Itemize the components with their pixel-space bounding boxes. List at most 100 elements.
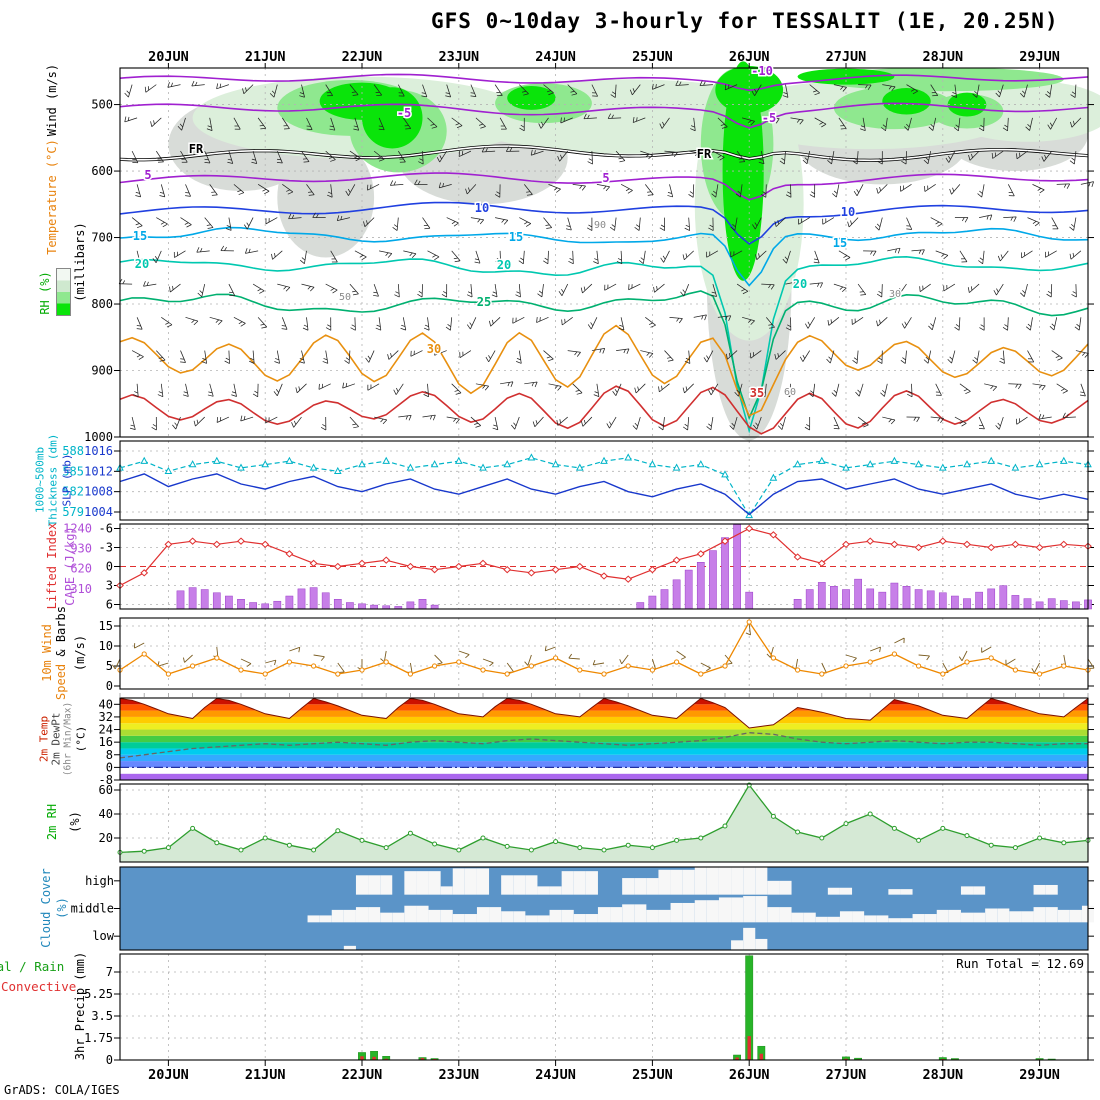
cloud-bar-middle — [380, 912, 393, 923]
wind-barb — [204, 162, 211, 164]
cloud-row-label: high — [85, 874, 114, 888]
wind-speed-marker — [165, 671, 171, 677]
wind-barb — [1038, 416, 1052, 420]
wind-barb — [918, 249, 922, 254]
rh-marker — [867, 811, 873, 817]
cloud-bar-high — [634, 878, 647, 895]
rh-marker — [553, 839, 559, 845]
wind-barb — [761, 194, 767, 198]
wind-speed-marker — [722, 663, 728, 669]
wind-barb — [395, 291, 400, 294]
cloud-bar-high — [670, 869, 683, 895]
wind-barb — [930, 124, 934, 128]
wind-barb — [259, 290, 265, 294]
lifted-index-marker — [333, 562, 342, 571]
wind-speed-marker — [214, 655, 220, 661]
surface-wind-barb — [769, 646, 774, 658]
wind-barb — [618, 157, 623, 160]
wind-barb — [1027, 350, 1035, 363]
wind-barb — [952, 92, 957, 95]
cloud-bar-middle — [743, 896, 756, 923]
wind-barb — [499, 117, 507, 130]
wind-barb — [342, 382, 345, 389]
wind-barb — [430, 123, 435, 126]
wind-barb — [246, 217, 254, 230]
wind-barb — [167, 81, 170, 88]
wind-barb — [785, 84, 789, 98]
wind-barb — [466, 294, 473, 298]
slp-panel-border — [119, 440, 1089, 521]
wind-barb — [373, 150, 385, 160]
wind-barb — [717, 155, 722, 158]
wind-barb — [675, 84, 689, 86]
surface-wind-barb — [845, 654, 857, 659]
cape-tick-label: 310 — [70, 582, 92, 596]
wind-speed-marker — [843, 663, 849, 669]
wind-barb — [1038, 413, 1042, 420]
cloud-bar-middle — [1069, 909, 1082, 923]
wind-barb — [441, 293, 447, 298]
surface-wind-barb — [1031, 668, 1035, 673]
wind-barb — [572, 183, 586, 187]
wind-barb — [878, 217, 883, 231]
wind-barb — [863, 424, 869, 428]
surface-wind-barb — [961, 650, 968, 661]
precip-tick-label: 3.5 — [91, 1009, 113, 1023]
cloud-bar-high — [585, 871, 598, 895]
wind-barb — [1029, 117, 1033, 131]
wind-barb — [1007, 317, 1009, 331]
thickness-marker — [890, 456, 899, 464]
thickness-marker — [793, 460, 802, 468]
wind-barb — [393, 389, 397, 395]
wind-barb — [636, 416, 641, 430]
wind-barb — [531, 382, 534, 387]
wind-barb — [750, 350, 762, 359]
wind-barb — [204, 350, 208, 364]
wind-speed-marker — [988, 655, 994, 661]
wind-speed-marker — [916, 663, 922, 669]
li-cape-panel-border — [119, 523, 1089, 610]
wind-barb — [216, 84, 230, 90]
cape-bar — [273, 600, 282, 610]
wind-barb — [534, 381, 538, 388]
wind-barb — [393, 224, 398, 228]
wind-barb — [1002, 127, 1008, 132]
wind-barb — [475, 425, 481, 428]
wind-barb — [204, 150, 211, 164]
wind-barb — [1069, 253, 1072, 260]
wind-barb — [1070, 250, 1082, 260]
wind-barb — [537, 293, 543, 298]
wind-barb — [196, 247, 200, 253]
dewpoint-line — [119, 732, 1088, 759]
wind-barb — [396, 217, 399, 231]
wind-barb — [1062, 390, 1068, 394]
lifted-index-marker — [696, 550, 705, 558]
wind-barb — [1051, 350, 1063, 359]
wind-barb — [590, 317, 598, 330]
wind-barb — [225, 228, 232, 231]
wind-barb — [579, 185, 583, 189]
wind-barb — [1032, 184, 1045, 191]
wind-barb — [609, 416, 617, 429]
wind-barb — [544, 257, 549, 261]
wind-barb — [325, 84, 333, 96]
wind-barb — [596, 250, 599, 264]
wind-barb — [974, 356, 978, 361]
wind-barb — [446, 84, 451, 98]
wind-barb — [593, 394, 600, 398]
cape-bar — [346, 602, 354, 610]
wind-barb — [817, 282, 820, 287]
wind-barb — [330, 250, 338, 263]
wind-barb — [710, 388, 714, 393]
wind-barb — [1022, 290, 1026, 294]
temp-contour-15 — [119, 226, 1089, 287]
wind-barb — [152, 424, 157, 427]
surface-wind-barb — [821, 662, 827, 674]
wind-barb — [814, 92, 820, 96]
wind-barb — [843, 255, 848, 258]
wind-barb — [614, 217, 617, 231]
wind-barb — [850, 220, 852, 225]
wind-barb — [653, 286, 655, 293]
thickness-marker — [503, 460, 512, 468]
wind-barb — [937, 223, 943, 227]
